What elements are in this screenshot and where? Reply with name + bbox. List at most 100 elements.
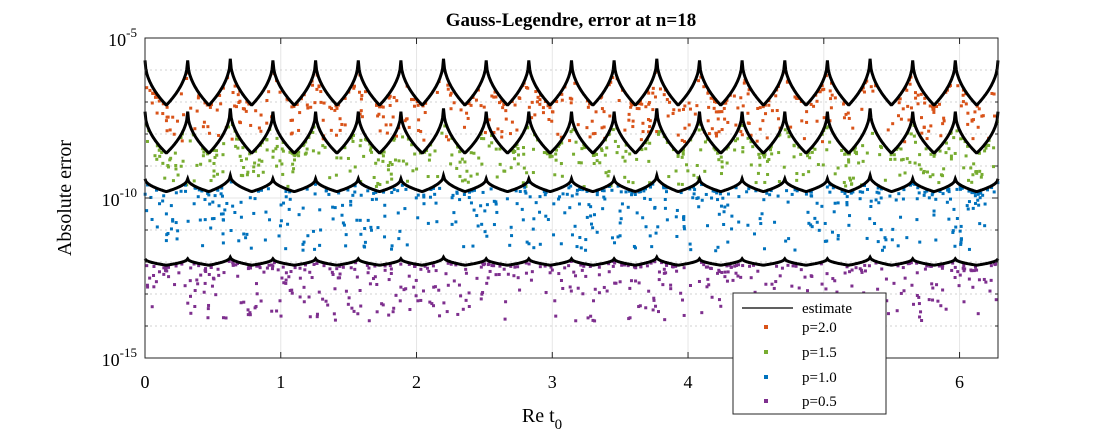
scatter-point	[895, 309, 899, 313]
scatter-point	[793, 188, 797, 192]
scatter-point	[974, 170, 978, 174]
scatter-point	[195, 278, 199, 282]
scatter-point	[990, 186, 994, 190]
scatter-point	[720, 165, 724, 169]
scatter-point	[390, 162, 394, 166]
scatter-point	[675, 269, 679, 273]
scatter-point	[444, 272, 448, 276]
scatter-point	[623, 159, 627, 163]
scatter-point	[279, 314, 283, 318]
scatter-point	[971, 137, 975, 141]
scatter-point	[591, 226, 595, 230]
scatter-point	[297, 213, 301, 217]
scatter-point	[791, 264, 795, 268]
scatter-point	[524, 271, 528, 275]
scatter-point	[174, 167, 178, 171]
scatter-point	[825, 148, 829, 152]
scatter-point	[956, 84, 960, 88]
scatter-point	[401, 159, 405, 163]
scatter-point	[789, 125, 793, 129]
scatter-point	[639, 138, 643, 142]
scatter-point	[939, 304, 943, 308]
scatter-point	[703, 169, 707, 173]
scatter-point	[207, 273, 211, 277]
scatter-point	[756, 269, 760, 273]
scatter-point	[593, 131, 597, 135]
scatter-point	[297, 154, 301, 158]
scatter-point	[846, 111, 850, 115]
scatter-point	[747, 187, 751, 191]
scatter-point	[714, 110, 718, 114]
scatter-point	[739, 275, 743, 279]
scatter-point	[322, 264, 326, 268]
scatter-point	[479, 265, 483, 269]
scatter-point	[822, 87, 826, 91]
scatter-point	[873, 221, 877, 225]
scatter-point	[404, 187, 408, 191]
scatter-point	[233, 84, 237, 88]
scatter-point	[220, 186, 224, 190]
scatter-point	[697, 122, 701, 126]
scatter-point	[569, 101, 573, 105]
scatter-point	[416, 103, 420, 107]
scatter-point	[938, 189, 942, 193]
scatter-point	[217, 204, 221, 208]
scatter-point	[861, 190, 865, 194]
scatter-point	[863, 269, 867, 273]
scatter-point	[255, 292, 259, 296]
scatter-point	[637, 281, 641, 285]
scatter-point	[445, 310, 449, 314]
scatter-point	[192, 202, 196, 206]
scatter-point	[973, 265, 977, 269]
scatter-point	[733, 264, 737, 268]
scatter-point	[399, 262, 403, 266]
scatter-point	[932, 154, 936, 158]
scatter-point	[662, 267, 666, 271]
scatter-point	[278, 224, 282, 228]
scatter-point	[805, 120, 809, 124]
scatter-point	[513, 157, 517, 161]
scatter-point	[952, 136, 956, 140]
scatter-point	[231, 261, 235, 265]
scatter-point	[665, 218, 669, 222]
scatter-point	[305, 103, 309, 107]
scatter-point	[423, 111, 427, 115]
scatter-point	[154, 280, 158, 284]
scatter-point	[644, 225, 648, 229]
scatter-point	[988, 289, 992, 293]
scatter-point	[716, 151, 720, 155]
scatter-point	[630, 103, 634, 107]
scatter-point	[372, 175, 376, 179]
scatter-point	[782, 165, 786, 169]
scatter-point	[376, 226, 380, 230]
scatter-point	[175, 119, 179, 123]
scatter-point	[390, 177, 394, 181]
scatter-point	[523, 185, 527, 189]
scatter-point	[611, 128, 615, 132]
scatter-point	[966, 207, 970, 211]
scatter-point	[334, 173, 338, 177]
scatter-point	[344, 233, 348, 237]
scatter-point	[923, 96, 927, 100]
scatter-point	[700, 198, 704, 202]
scatter-point	[758, 127, 762, 131]
scatter-point	[795, 178, 799, 182]
scatter-point	[693, 112, 697, 116]
scatter-point	[927, 129, 931, 133]
scatter-point	[458, 174, 462, 178]
scatter-point	[961, 93, 965, 97]
scatter-point	[903, 140, 907, 144]
scatter-point	[481, 261, 485, 265]
scatter-point	[687, 101, 691, 105]
scatter-point	[876, 240, 880, 244]
scatter-point	[270, 267, 274, 271]
scatter-point	[602, 195, 606, 199]
scatter-point	[686, 169, 690, 173]
scatter-point	[577, 202, 581, 206]
scatter-point	[589, 314, 593, 318]
scatter-point	[597, 265, 601, 269]
scatter-point	[521, 146, 525, 150]
scatter-point	[650, 245, 654, 249]
scatter-point	[475, 214, 479, 218]
scatter-point	[931, 298, 935, 302]
